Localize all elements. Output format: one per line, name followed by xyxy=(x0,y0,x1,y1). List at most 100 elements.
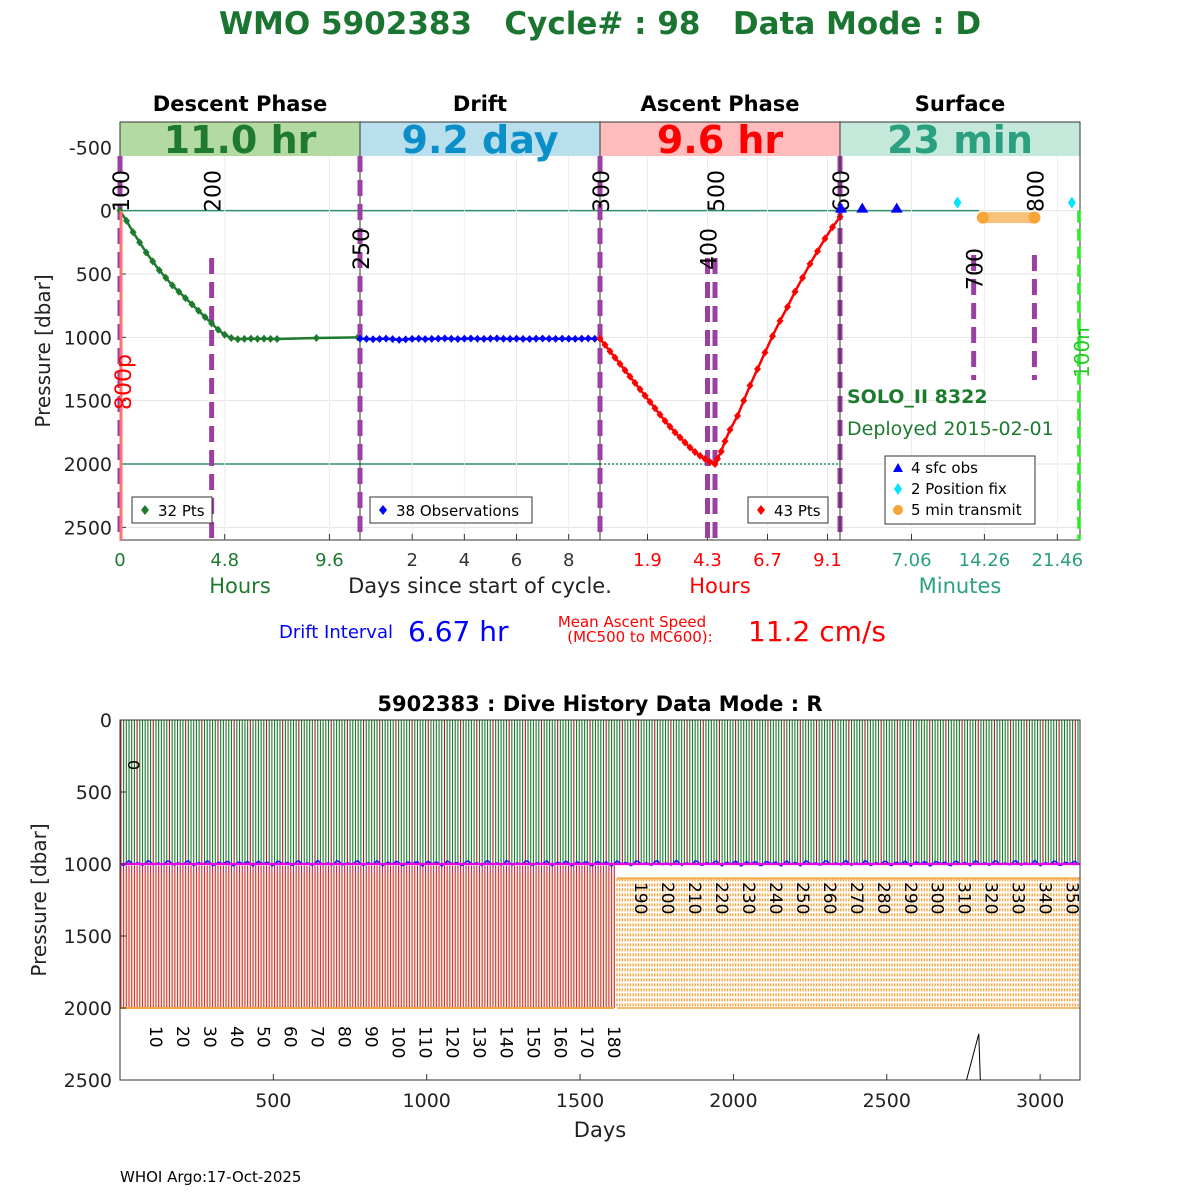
surface-legend-label-0: 4 sfc obs xyxy=(911,459,978,477)
profile-point xyxy=(188,300,196,309)
position-fix-marker xyxy=(1067,196,1076,209)
profile-point xyxy=(175,287,183,296)
history-x-tick-label: 500 xyxy=(255,1090,291,1112)
surface-legend-box xyxy=(884,455,1036,525)
history-cycle-label: 320 xyxy=(981,882,1001,914)
history-cycle-label-0: 0 xyxy=(124,760,143,770)
profile-line-0 xyxy=(118,209,358,341)
profile-point xyxy=(155,266,163,275)
history-x-tick-label: 2000 xyxy=(709,1090,757,1112)
history-profile-band xyxy=(120,872,615,1008)
y-tick-label: 1500 xyxy=(64,391,112,413)
history-cycle-label: 220 xyxy=(711,882,731,914)
phase-band-2 xyxy=(600,122,840,156)
profile-point xyxy=(686,443,694,452)
phase-title-3: Surface xyxy=(915,92,1005,116)
history-cycle-label: 350 xyxy=(1062,882,1082,914)
profile-point xyxy=(441,334,449,343)
profile-point xyxy=(621,366,629,375)
mc-label-300: 300 xyxy=(590,170,615,212)
profile-point xyxy=(578,334,586,343)
mc-label-250: 250 xyxy=(350,228,375,270)
profile-point xyxy=(376,334,384,343)
profile-point xyxy=(454,334,462,343)
profile-point xyxy=(601,340,609,349)
x-tick-label: 8 xyxy=(563,550,574,571)
mc-label-200: 200 xyxy=(202,170,227,212)
history-y-tick-label: 1000 xyxy=(64,854,112,876)
history-cycle-label: 120 xyxy=(441,1026,461,1058)
profile-point xyxy=(221,330,229,339)
x-tick-label: 4.3 xyxy=(693,550,722,571)
x-tick-label: 0 xyxy=(114,550,125,571)
x-tick-label: 1.9 xyxy=(633,550,662,571)
profile-point xyxy=(247,334,255,343)
profile-point xyxy=(806,259,814,268)
profile-point xyxy=(253,334,261,343)
ascent-speed-label: Mean Ascent Speed xyxy=(558,613,706,631)
legend-marker-1 xyxy=(379,505,387,515)
profile-point xyxy=(740,396,748,405)
profile-point xyxy=(532,334,540,343)
profile-point xyxy=(513,334,521,343)
profile-point xyxy=(761,348,769,357)
x-tick-label: 2 xyxy=(406,550,417,571)
dive-history-chart: 5902383 : Dive History Data Mode : R0500… xyxy=(27,692,1082,1142)
x-tick-label: 14.26 xyxy=(959,550,1011,571)
y-tick-label: 2000 xyxy=(64,454,112,476)
history-cycle-label: 270 xyxy=(846,882,866,914)
drift-interval-value: 6.67 hr xyxy=(408,615,509,648)
legend-marker-2 xyxy=(757,505,765,515)
profile-point xyxy=(611,353,619,362)
profile-point xyxy=(136,238,144,247)
phase-duration-1: 9.2 day xyxy=(402,118,559,162)
history-cycle-label: 110 xyxy=(414,1026,434,1058)
profile-point xyxy=(746,381,754,390)
profile-point xyxy=(661,416,669,425)
profile-point xyxy=(754,365,761,373)
legend-symbol-transmit xyxy=(893,505,903,515)
profile-point xyxy=(356,334,364,343)
x-tick-label: 6 xyxy=(511,550,522,571)
history-cycle-label: 310 xyxy=(954,882,974,914)
legend-box-1 xyxy=(369,496,533,524)
history-cycle-label: 340 xyxy=(1035,882,1055,914)
legend-label-0: 32 Pts xyxy=(158,502,205,520)
main-title: WMO 5902383 Cycle# : 98 Data Mode : D xyxy=(219,6,981,42)
phase-band-3 xyxy=(840,122,1080,156)
x-axis-label-2: Hours xyxy=(689,574,751,598)
x-tick-label: 21.46 xyxy=(1032,550,1084,571)
phase-duration-0: 11.0 hr xyxy=(164,118,317,162)
phase-title-0: Descent Phase xyxy=(153,92,327,116)
profile-point xyxy=(651,404,659,413)
position-fix-marker xyxy=(953,196,962,209)
history-cycle-label: 70 xyxy=(307,1026,327,1048)
history-cycle-label: 260 xyxy=(819,882,839,914)
profile-point xyxy=(769,332,776,341)
profile-point xyxy=(616,359,624,368)
profile-point xyxy=(526,334,534,343)
phase-panel-3 xyxy=(839,121,1081,541)
profile-point xyxy=(636,385,644,394)
profile-point xyxy=(428,334,436,343)
x-tick-label: 7.06 xyxy=(891,550,931,571)
profile-point xyxy=(312,333,320,342)
history-cycle-label: 30 xyxy=(199,1026,219,1048)
history-cycle-label: 230 xyxy=(738,882,758,914)
profile-point xyxy=(791,287,799,296)
profile-point xyxy=(641,391,649,400)
history-cycle-label: 210 xyxy=(684,882,704,914)
profile-point xyxy=(799,273,806,282)
x-axis-label-center: Days since start of cycle. xyxy=(348,574,612,598)
profile-point xyxy=(717,447,725,456)
profile-point xyxy=(129,228,137,237)
profile-point xyxy=(421,335,429,344)
legend-symbol-sfc-obs xyxy=(893,463,903,472)
profile-point xyxy=(493,334,501,343)
history-y-tick-label: 2500 xyxy=(64,1070,112,1092)
mc-label-400: 400 xyxy=(698,228,723,270)
phase-title-2: Ascent Phase xyxy=(641,92,800,116)
history-cycle-label: 150 xyxy=(522,1026,542,1058)
history-cycle-label: 180 xyxy=(603,1026,623,1058)
